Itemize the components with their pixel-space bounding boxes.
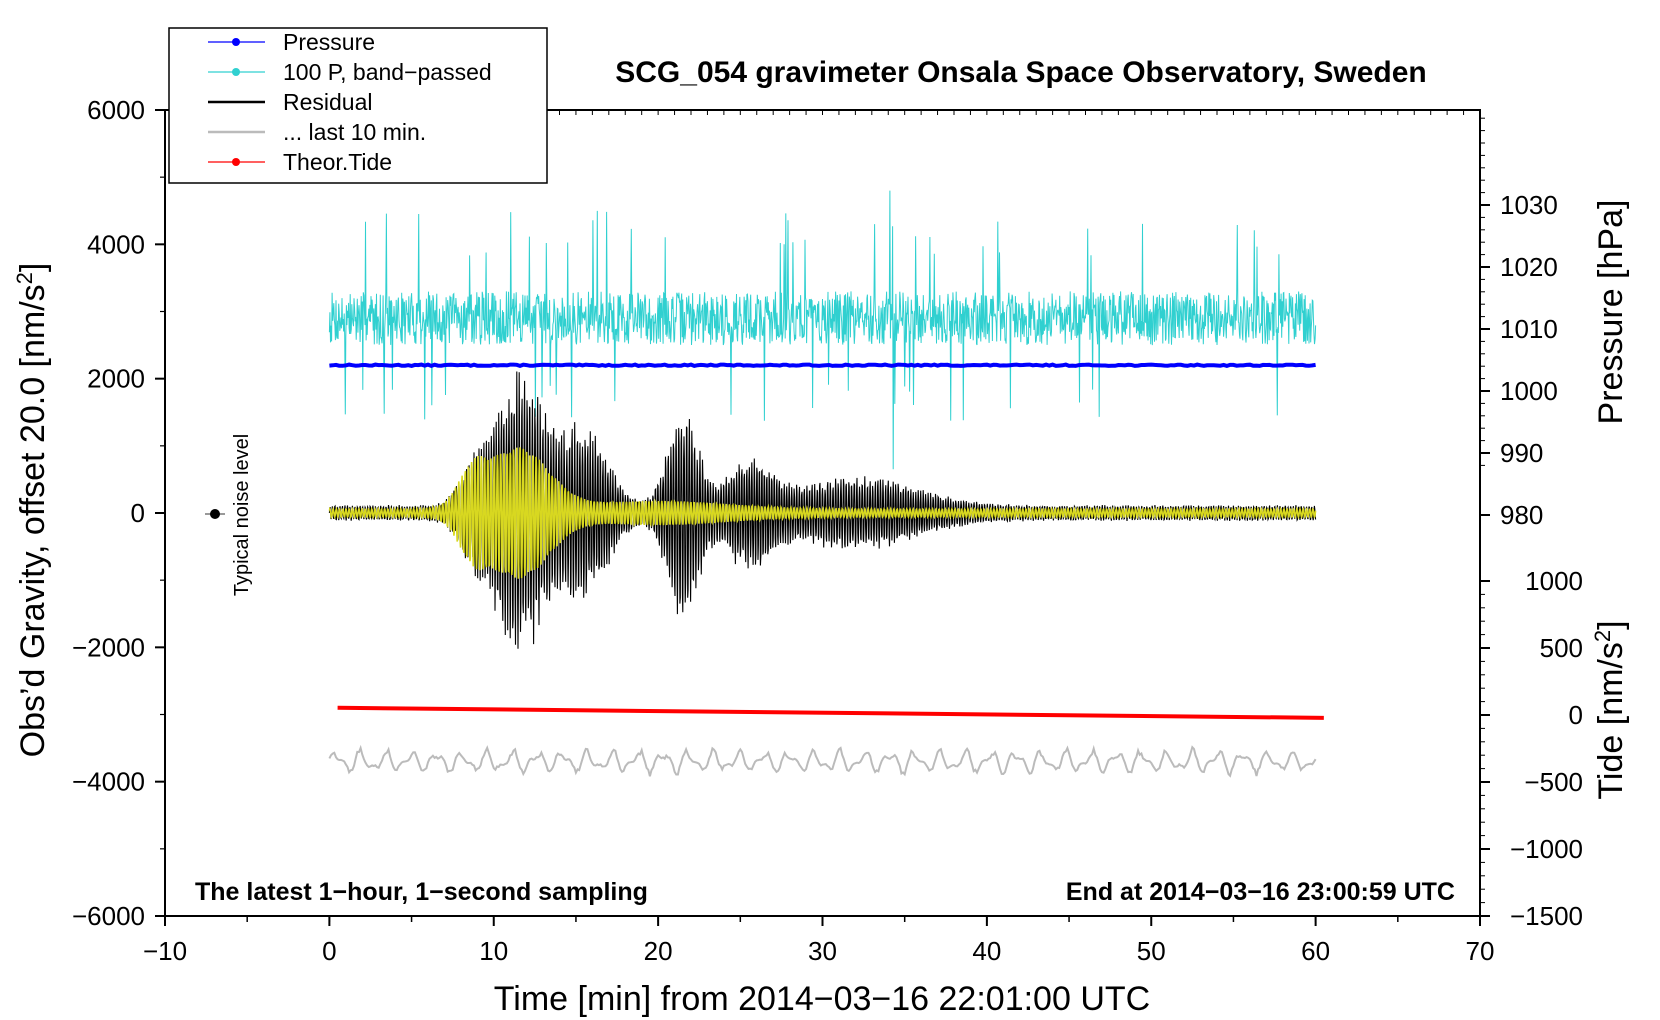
x-tick-label: 40 xyxy=(972,936,1001,966)
y-axis-title-pressure: Pressure [hPa] xyxy=(1592,200,1630,425)
y-tick-label-left: 4000 xyxy=(87,229,145,259)
y-tick-label-tide: 0 xyxy=(1569,700,1583,730)
legend-label: ... last 10 min. xyxy=(283,119,426,145)
series-layer xyxy=(328,190,1324,778)
legend-label: Residual xyxy=(283,89,373,115)
x-tick-label: 50 xyxy=(1137,936,1166,966)
y-axis-title-tide-main: Tide [nm/s xyxy=(1592,642,1630,799)
legend-box xyxy=(168,27,548,184)
y-tick-label-pressure: 980 xyxy=(1500,500,1543,530)
noise-label: Typical noise level xyxy=(231,434,253,596)
legend-label: Theor.Tide xyxy=(283,149,392,175)
y-tick-label-left: −2000 xyxy=(72,632,145,662)
series-pressure xyxy=(329,362,1316,369)
legend-label: Pressure xyxy=(283,29,375,55)
y-tick-label-pressure: 990 xyxy=(1500,438,1543,468)
series-residual xyxy=(328,371,1317,649)
y-tick-label-tide: −1500 xyxy=(1510,901,1583,931)
x-tick-label: 60 xyxy=(1301,936,1330,966)
y-axis-title-tide-sup: 2 xyxy=(1590,630,1615,642)
legend: Pressure 100 P, band−passed Residual ... la… xyxy=(168,27,548,184)
y-tick-label-pressure: 1010 xyxy=(1500,314,1558,344)
y-tick-labels-left: 6000 4000 2000 0 −2000 −4000 −6000 xyxy=(72,95,145,931)
annotation-end-time: End at 2014−03−16 23:00:59 UTC xyxy=(1066,878,1455,906)
series-last-10-min xyxy=(328,744,1317,778)
annotation-sampling: The latest 1−hour, 1−second sampling xyxy=(195,878,648,906)
x-tick-label: 20 xyxy=(644,936,673,966)
y-axis-title-left: Obs’d Gravity, offset 20.0 [nm/s2] xyxy=(12,263,52,758)
y-tick-label-tide: 500 xyxy=(1540,633,1583,663)
x-tick-label: 10 xyxy=(479,936,508,966)
chart-title: SCG_054 gravimeter Onsala Space Observat… xyxy=(615,56,1427,89)
x-tick-label: 30 xyxy=(808,936,837,966)
y-tick-label-tide: −500 xyxy=(1524,767,1583,797)
y-axis-title-tide: Tide [nm/s2] xyxy=(1590,620,1630,799)
x-tick-label: 70 xyxy=(1466,936,1495,966)
y-tick-label-left: 0 xyxy=(131,498,145,528)
series-theor-tide xyxy=(337,705,1324,720)
legend-label: 100 P, band−passed xyxy=(283,59,492,85)
y-tick-label-tide: −1000 xyxy=(1510,834,1583,864)
y-tick-labels-pressure: 1030 1020 1010 1000 990 980 xyxy=(1500,190,1558,530)
x-tick-label: −10 xyxy=(143,936,187,966)
legend-entry: 100 P, band−passed xyxy=(208,59,492,85)
y-tick-label-left: 6000 xyxy=(87,95,145,125)
y-tick-label-left: −4000 xyxy=(72,767,145,797)
legend-swatch-marker xyxy=(232,68,240,76)
y-tick-label-pressure: 1000 xyxy=(1500,376,1558,406)
x-tick-label: 0 xyxy=(322,936,336,966)
y-tick-label-left: −6000 xyxy=(72,901,145,931)
legend-entry: Residual xyxy=(208,89,373,115)
legend-swatch-marker xyxy=(232,38,240,46)
y-tick-label-pressure: 1030 xyxy=(1500,190,1558,220)
legend-entry: Pressure xyxy=(208,29,375,55)
legend-swatch-marker xyxy=(232,158,240,166)
y-axis-title-left-close: ] xyxy=(14,263,52,272)
y-tick-label-left: 2000 xyxy=(87,364,145,394)
series-residual-filtered xyxy=(328,447,1317,579)
noise-marker xyxy=(205,509,225,519)
series-pressure-bandpassed xyxy=(328,190,1317,470)
y-axis-title-left-main: Obs’d Gravity, offset 20.0 [nm/s xyxy=(14,284,52,757)
y-tick-label-pressure: 1020 xyxy=(1500,252,1558,282)
y-axis-title-left-sup: 2 xyxy=(12,272,37,284)
y-axis-title-tide-close: ] xyxy=(1592,620,1630,629)
y-tick-labels-tide: 1000 500 0 −500 −1000 −1500 xyxy=(1510,566,1583,931)
x-axis-title: Time [min] from 2014−03−16 22:01:00 UTC xyxy=(494,980,1150,1018)
y-tick-label-tide: 1000 xyxy=(1525,566,1583,596)
legend-entry: ... last 10 min. xyxy=(208,119,426,145)
legend-entry: Theor.Tide xyxy=(208,149,392,175)
x-tick-labels: −10 0 10 20 30 40 50 60 70 xyxy=(143,936,1495,966)
